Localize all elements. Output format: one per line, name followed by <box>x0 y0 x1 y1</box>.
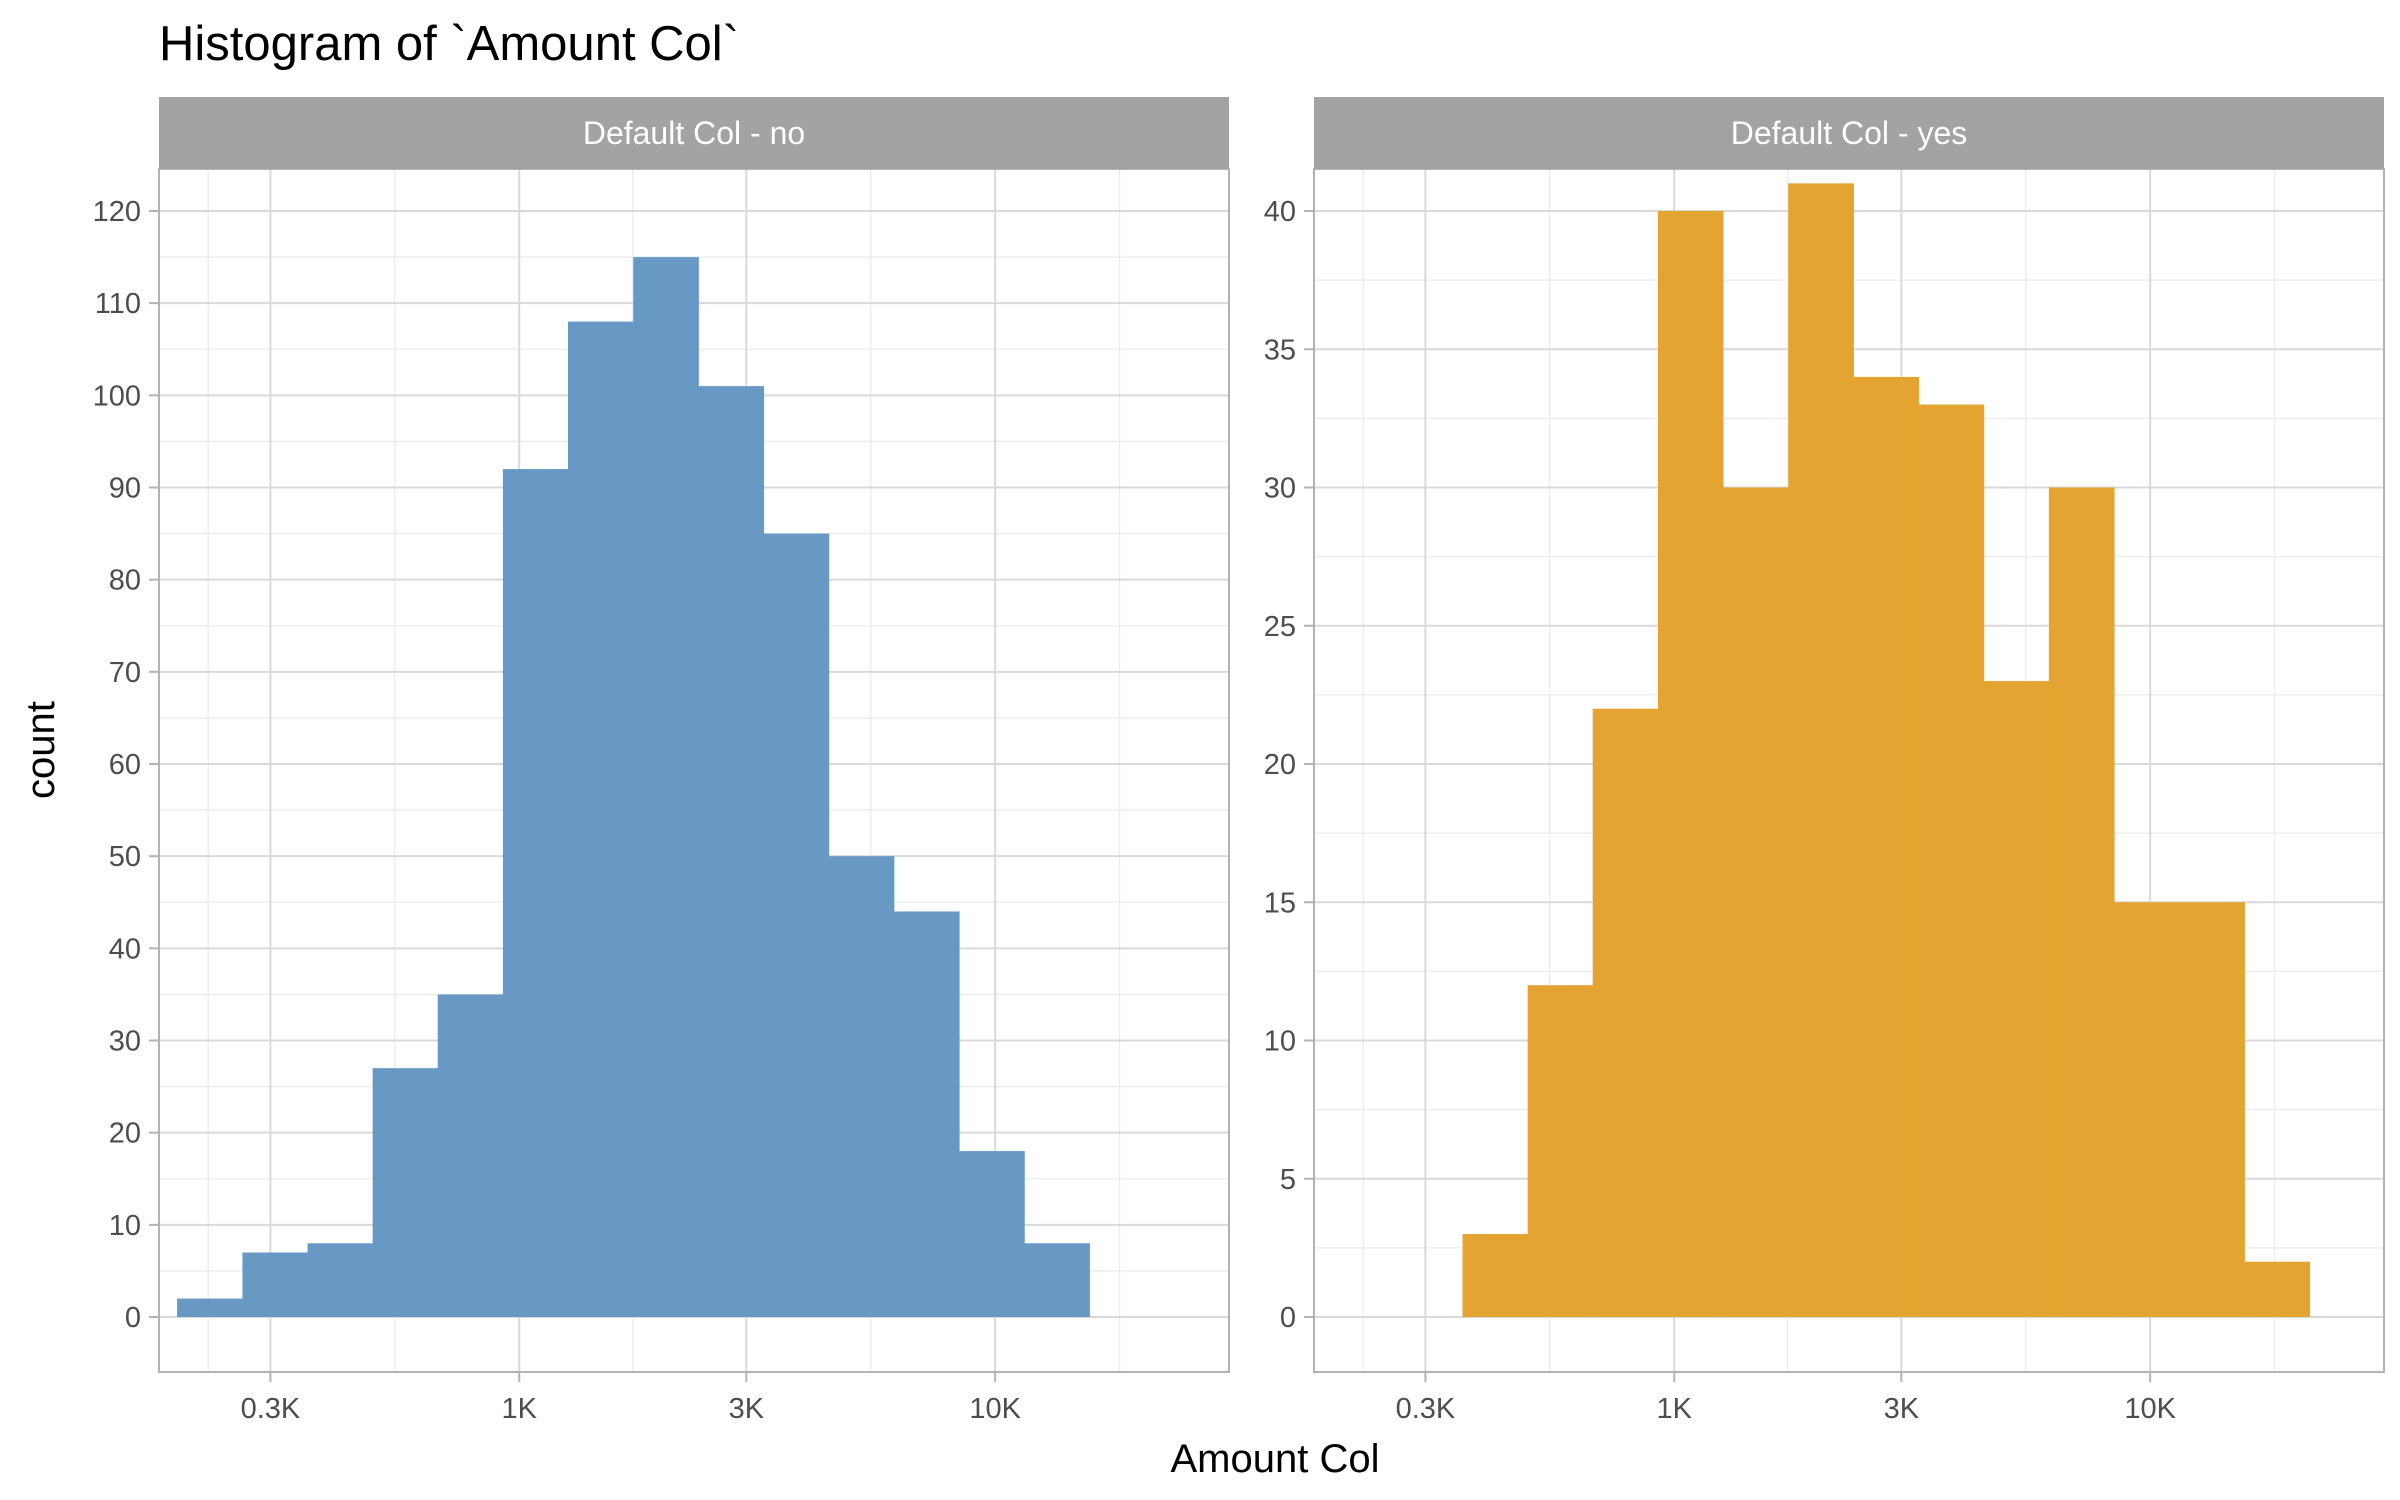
y-tick-label: 40 <box>109 933 141 965</box>
y-tick-label: 35 <box>1264 334 1296 366</box>
histogram-bar <box>1853 376 1920 1317</box>
x-tick-label: 3K <box>729 1393 765 1425</box>
histogram-bar <box>2179 902 2245 1317</box>
histogram-bar <box>1024 1243 1090 1317</box>
y-tick-label: 30 <box>1264 473 1296 505</box>
facet-panel: Default Col - yes 0 5 10 15 20 25 30 35 40 0.3K 1K 3… <box>1264 97 2385 1425</box>
y-tick-label: 20 <box>109 1118 141 1150</box>
histogram-bar <box>959 1151 1025 1317</box>
histogram-bar <box>437 994 504 1317</box>
histogram-bar <box>1462 1234 1529 1317</box>
y-tick-label: 15 <box>1264 887 1296 919</box>
y-tick-label: 30 <box>109 1026 141 1058</box>
y-tick-label: 20 <box>1264 749 1296 781</box>
y-tick-label: 110 <box>95 288 141 320</box>
y-tick-label: 50 <box>109 841 141 873</box>
facet-strip-label: Default Col - no <box>583 115 805 151</box>
facet-strip <box>1314 97 2384 169</box>
histogram-bar <box>1657 211 1724 1317</box>
histogram-bar <box>1918 404 1985 1317</box>
histogram-bar <box>1788 183 1854 1318</box>
y-tick-label: 5 <box>1280 1164 1296 1196</box>
y-tick-label: 10 <box>1264 1026 1296 1058</box>
y-tick-label: 100 <box>93 380 141 412</box>
x-tick-label: 0.3K <box>241 1393 301 1425</box>
facet-strip <box>159 97 1229 169</box>
histogram-bar <box>242 1252 309 1317</box>
histogram-bar <box>177 1298 243 1317</box>
y-tick-label: 0 <box>125 1302 141 1334</box>
chart-title: Histogram of `Amount Col` <box>159 17 739 71</box>
histogram-bar <box>1722 487 1789 1317</box>
y-tick-label: 70 <box>109 657 141 689</box>
histogram-bar <box>1983 681 2050 1317</box>
y-tick-label: 60 <box>109 749 141 781</box>
histogram-bar <box>567 321 634 1318</box>
y-tick-label: 25 <box>1264 611 1296 643</box>
x-tick-label: 0.3K <box>1396 1393 1456 1425</box>
facet-panel: Default Col - no 0 10 20 30 40 50 60 70 80 90 100 11… <box>93 97 1230 1425</box>
histogram-bar <box>372 1068 439 1317</box>
y-tick-label: 120 <box>93 196 141 228</box>
histogram-bar <box>2048 487 2115 1317</box>
histogram-bar <box>1527 985 1594 1317</box>
x-axis-title: Amount Col <box>1171 1437 1380 1481</box>
histogram-bar <box>307 1243 374 1317</box>
y-tick-label: 10 <box>109 1210 141 1242</box>
histogram-bar <box>2114 902 2180 1317</box>
y-tick-label: 40 <box>1264 196 1296 228</box>
y-tick-label: 80 <box>109 565 141 597</box>
panels-layer: Default Col - no010203040506070809010011… <box>93 97 2385 1425</box>
y-tick-label: 0 <box>1280 1302 1296 1334</box>
x-tick-label: 1K <box>502 1393 538 1425</box>
histogram-bar <box>633 257 699 1317</box>
histogram-bar <box>698 386 765 1317</box>
histogram-bar <box>893 911 960 1317</box>
x-tick-label: 10K <box>969 1393 1021 1425</box>
x-tick-label: 3K <box>1884 1393 1920 1425</box>
y-axis-title: count <box>19 701 63 799</box>
histogram-bar <box>763 533 830 1317</box>
facet-strip-label: Default Col - yes <box>1731 115 1968 151</box>
histogram-bar <box>828 856 895 1317</box>
x-tick-label: 10K <box>2124 1393 2176 1425</box>
x-tick-label: 1K <box>1657 1393 1693 1425</box>
y-tick-label: 90 <box>109 473 141 505</box>
histogram-bar <box>1592 708 1659 1317</box>
histogram-bar <box>502 469 569 1318</box>
histogram-bar <box>2244 1261 2311 1317</box>
